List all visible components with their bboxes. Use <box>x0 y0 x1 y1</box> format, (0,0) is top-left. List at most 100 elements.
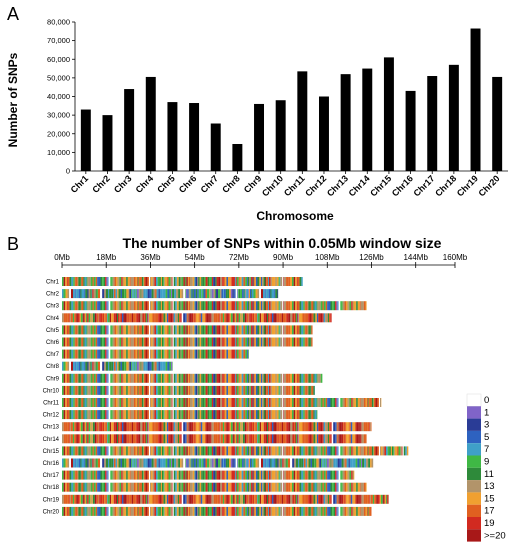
x-tick-label: Chr13 <box>325 173 350 198</box>
track-label-chr17: Chr17 <box>43 473 60 479</box>
legend-label: 5 <box>484 432 489 443</box>
track-label-chr2: Chr2 <box>46 292 60 298</box>
bar-chr3 <box>124 89 135 171</box>
legend-label: 0 <box>484 395 489 406</box>
y-tick-label: 60,000 <box>47 55 70 64</box>
bar-chr2 <box>102 115 113 171</box>
legend-label: 17 <box>484 506 495 517</box>
x-axis-title: Chromosome <box>256 209 334 223</box>
legend-swatch <box>467 430 481 444</box>
x-tick-label: Chr6 <box>177 173 199 195</box>
y-tick-label: 40,000 <box>47 92 70 101</box>
mb-tick-label: 18Mb <box>96 253 117 262</box>
track-label-chr13: Chr13 <box>43 425 60 431</box>
bar-chr20 <box>492 76 503 171</box>
y-axis-title: Number of SNPs <box>6 52 20 147</box>
x-tick-label: Chr17 <box>412 173 437 198</box>
y-tick-label: 20,000 <box>47 129 70 138</box>
legend-swatch <box>467 517 481 530</box>
legend-swatch <box>467 467 481 481</box>
bar-series <box>80 28 503 172</box>
track-chr8 <box>62 361 173 371</box>
mb-tick-label: 160Mb <box>443 253 468 262</box>
track-chr7 <box>62 349 249 359</box>
mb-tick-label: 144Mb <box>403 253 428 262</box>
legend-label: 11 <box>484 469 494 480</box>
bar-chr11 <box>297 71 308 171</box>
legend-swatch <box>467 480 481 493</box>
x-tick-label: Chr2 <box>90 173 112 195</box>
track-chr1 <box>62 277 303 286</box>
bar-chr7 <box>210 123 221 171</box>
bar-chr8 <box>232 143 243 171</box>
track-chr19 <box>62 494 389 504</box>
legend-label: 1 <box>484 407 489 418</box>
x-axis-tick-labels: Chr1 Chr2 Chr3 Chr4 Chr5 Chr6 Chr7 Chr8 Chr9Chr1… <box>69 171 502 198</box>
x-tick-label: Chr8 <box>220 173 242 195</box>
x-tick-label: Chr7 <box>199 173 221 195</box>
chromosome-tracks: Chr1 Chr2 Chr3 Chr4 Chr5 Chr6 Chr7 Chr8 Chr9 Chr1… <box>43 277 409 516</box>
track-chr12 <box>62 410 318 420</box>
legend-swatch <box>467 443 481 456</box>
bar-chr1 <box>80 109 91 171</box>
legend-label: 15 <box>484 493 495 504</box>
bar-chr19 <box>470 28 481 171</box>
legend-label: 9 <box>484 457 489 468</box>
mb-tick-label: 90Mb <box>273 253 294 262</box>
track-label-chr20: Chr20 <box>43 509 60 515</box>
y-tick-label: 50,000 <box>47 73 70 82</box>
bar-chr4 <box>145 76 156 171</box>
heatmap-title: The number of SNPs within 0.05Mb window … <box>123 235 442 251</box>
track-label-chr14: Chr14 <box>43 437 60 443</box>
legend-swatch <box>467 455 481 468</box>
bar-chr17 <box>427 76 438 171</box>
y-tick-label: 0 <box>66 167 70 176</box>
track-chr11 <box>62 398 382 407</box>
mb-tick-label: 108Mb <box>315 253 340 262</box>
track-chr13 <box>62 422 372 432</box>
legend-swatch <box>467 418 481 431</box>
mb-tick-label: 0Mb <box>54 253 70 262</box>
x-tick-label: Chr4 <box>134 173 156 195</box>
bar-chr16 <box>405 90 416 171</box>
y-axis-ticks: 0 10,000 20,000 30,000 40,000 50,000 60,000 70,… <box>47 18 75 176</box>
x-tick-label: Chr3 <box>112 173 134 195</box>
x-tick-label: Chr19 <box>455 173 480 198</box>
bar-chr18 <box>448 64 459 171</box>
x-tick-label: Chr5 <box>155 173 177 195</box>
legend-swatch <box>467 504 481 517</box>
legend-label: 19 <box>484 518 495 529</box>
mb-tick-label: 126Mb <box>359 253 384 262</box>
track-chr17 <box>62 470 355 480</box>
track-chr15 <box>62 446 409 456</box>
x-tick-label: Chr1 <box>69 173 91 195</box>
mb-tick-label: 36Mb <box>140 253 161 262</box>
panel-b-letter: B <box>7 234 19 254</box>
legend-label: 13 <box>484 481 495 492</box>
track-chr6 <box>62 337 313 347</box>
track-label-chr9: Chr9 <box>46 376 60 382</box>
panel-a-letter: A <box>7 4 19 24</box>
track-chr16 <box>62 458 374 468</box>
bar-chr14 <box>362 68 373 171</box>
track-label-chr1: Chr1 <box>46 280 60 286</box>
mb-tick-label: 72Mb <box>229 253 250 262</box>
legend-swatch <box>467 406 481 419</box>
bar-chr10 <box>275 100 286 171</box>
track-label-chr8: Chr8 <box>46 364 60 370</box>
bar-chr13 <box>340 74 351 171</box>
track-label-chr15: Chr15 <box>43 449 60 455</box>
y-tick-label: 80,000 <box>47 18 70 27</box>
bar-chr6 <box>189 103 200 171</box>
track-chr2 <box>62 289 279 299</box>
y-tick-label: 70,000 <box>47 36 70 45</box>
track-label-chr18: Chr18 <box>43 485 60 491</box>
track-chr20 <box>62 506 372 516</box>
track-label-chr16: Chr16 <box>43 461 60 467</box>
track-chr4 <box>62 313 333 323</box>
track-chr3 <box>62 301 367 311</box>
legend-label: 7 <box>484 444 489 455</box>
y-tick-label: 10,000 <box>47 148 70 157</box>
legend-swatch <box>467 492 481 505</box>
